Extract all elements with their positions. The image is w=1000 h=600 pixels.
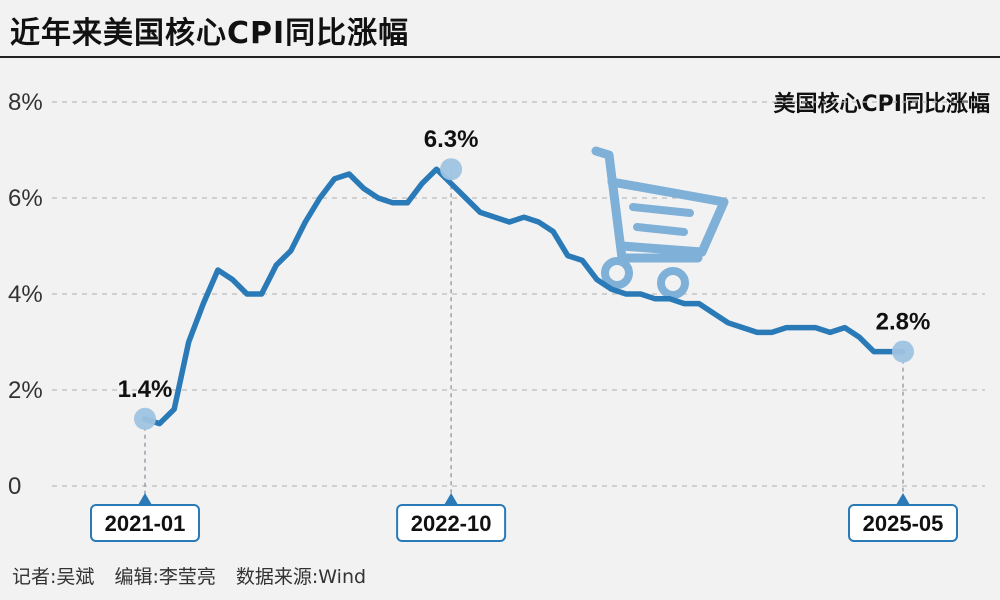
cart-basket — [607, 177, 729, 257]
data-point-marker — [440, 158, 463, 181]
cart-wheel — [601, 257, 633, 289]
y-tick-label: 2% — [8, 377, 43, 404]
footer: 记者:吴斌 编辑:李莹亮 数据来源:Wind — [12, 562, 380, 589]
data-source: 数据来源:Wind — [235, 566, 367, 588]
y-tick-label: 4% — [8, 281, 43, 308]
series-layer — [142, 166, 906, 427]
annotation-guides — [144, 169, 904, 497]
page-title: 近年来美国核心CPI同比涨幅 — [10, 16, 410, 51]
data-label: 6.3% — [424, 126, 479, 153]
x-axis: 2021-01 2022-10 2025-05 — [90, 493, 958, 542]
x-tick-label: 2021-01 — [105, 511, 186, 536]
x-tick-pointer — [138, 493, 152, 505]
x-tick-box — [396, 504, 507, 542]
x-tick-pointer — [896, 493, 910, 505]
cart-handle — [591, 146, 703, 263]
title-divider — [0, 56, 1000, 58]
y-tick-label: 8% — [8, 89, 43, 116]
data-label: 2.8% — [876, 309, 931, 336]
x-tick-label: 2022-10 — [411, 511, 492, 536]
y-tick-label: 6% — [8, 185, 43, 212]
legend-label: 美国核心CPI同比涨幅 — [773, 92, 990, 117]
marker-layer: 1.4% 6.3% 2.8% — [118, 126, 931, 430]
grid-layer — [52, 101, 985, 487]
reporter-credit: 记者:吴斌 — [12, 566, 95, 588]
x-tick-label: 2025-05 — [863, 511, 944, 536]
x-tick-box — [90, 504, 200, 542]
data-label: 1.4% — [118, 376, 173, 403]
x-tick-pointer — [444, 493, 459, 505]
cart-stripe — [629, 203, 694, 217]
series-line — [142, 166, 906, 427]
editor-credit: 编辑:李莹亮 — [114, 566, 216, 588]
shopping-cart-icon — [591, 146, 729, 299]
x-tick-box — [848, 504, 958, 542]
cart-wheel — [657, 267, 689, 299]
data-point-marker — [134, 407, 156, 430]
y-axis: 0 2% 4% 6% 8% — [8, 89, 43, 500]
data-point-marker — [892, 340, 914, 363]
cart-stripe — [633, 223, 688, 236]
y-tick-label: 0 — [8, 473, 21, 500]
